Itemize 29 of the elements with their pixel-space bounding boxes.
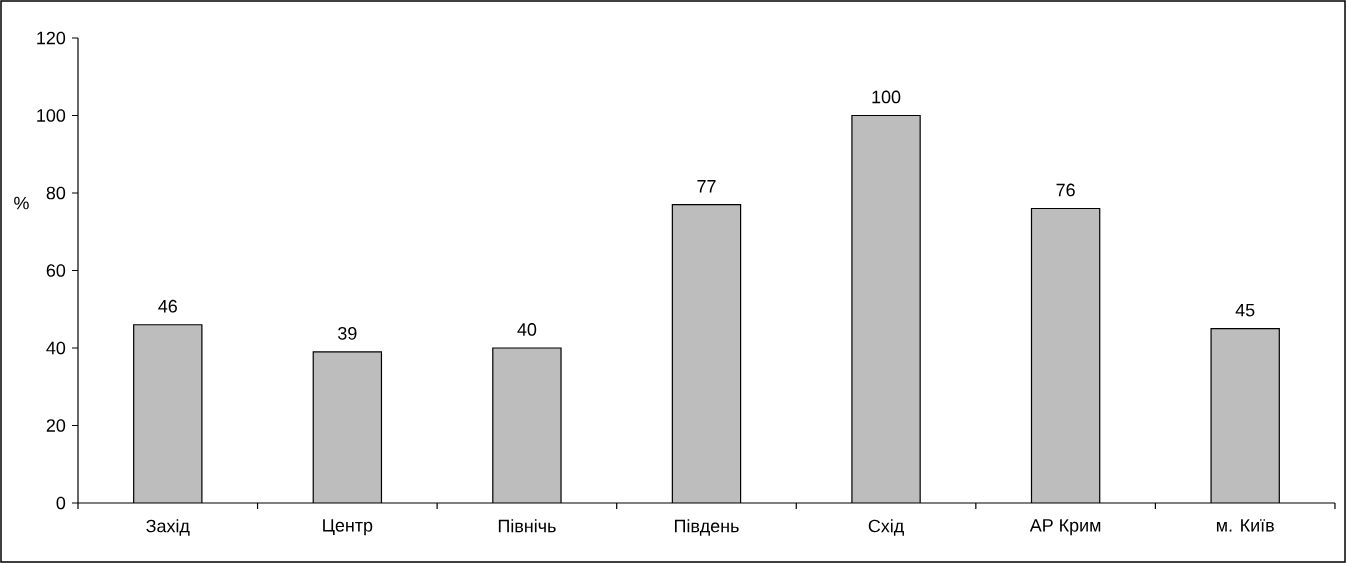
data-label: 39 [338, 326, 357, 340]
y-tick-label: 40 [46, 341, 66, 355]
data-label: 40 [517, 323, 537, 336]
data-label: 77 [697, 180, 716, 193]
bar [1031, 208, 1100, 503]
y-tick-label: 0 [56, 496, 66, 510]
data-label: 100 [872, 90, 901, 104]
bar [133, 324, 202, 503]
data-label: 46 [158, 299, 177, 313]
y-axis-title: % [14, 196, 29, 210]
y-tick-label: 120 [37, 31, 66, 45]
bar [492, 348, 562, 503]
x-tick-label: Північь [498, 519, 556, 533]
y-tick-label: 80 [46, 186, 66, 200]
x-tick-label: м. Київ [1216, 519, 1274, 532]
bar [313, 351, 382, 503]
bar [851, 115, 921, 503]
x-tick-label: Південь [674, 519, 739, 536]
bar [672, 204, 741, 503]
x-tick-label: АР Крим [1029, 519, 1101, 536]
x-tick-label: Схід [868, 519, 904, 536]
bar [1210, 328, 1280, 503]
data-label: 45 [1235, 303, 1255, 317]
y-tick-label: 100 [37, 109, 66, 122]
x-tick-label: Центр [323, 519, 373, 536]
y-tick-label: 60 [46, 264, 66, 277]
x-tick-label: Захід [146, 519, 190, 536]
data-label: 76 [1056, 183, 1075, 197]
y-tick-label: 20 [46, 419, 66, 432]
